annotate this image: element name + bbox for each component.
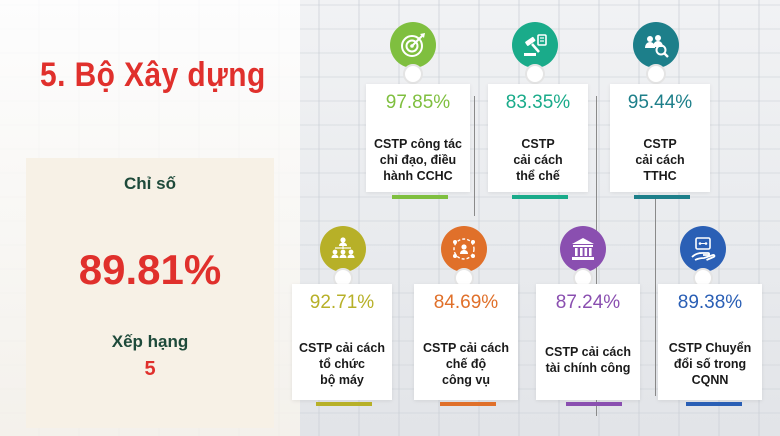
card-desc: CSTP cải cách chế độ công vụ <box>423 341 509 387</box>
card-underline <box>566 402 622 406</box>
card-knob <box>525 64 545 84</box>
card-pct: 92.71% <box>309 292 375 313</box>
card-pct: 87.24% <box>555 292 621 313</box>
card-pct: 83.35% <box>505 92 571 113</box>
card-underline <box>512 195 568 199</box>
card-desc: CSTP Chuyển đổi số trong CQNN <box>668 341 752 387</box>
card-underline <box>686 402 742 406</box>
org-chart-icon <box>320 226 366 272</box>
people-search-icon <box>633 22 679 68</box>
card-cchc: 97.85% CSTP công tác chỉ đạo, điều hành CC… <box>366 84 470 192</box>
card-desc: CSTP cải cách tổ chức bộ máy <box>299 341 385 387</box>
legal-gavel-icon <box>512 22 558 68</box>
card-knob <box>646 64 666 84</box>
network-people-icon <box>441 226 487 272</box>
card-desc: CSTP công tác chỉ đạo, điều hành CCHC <box>374 137 462 183</box>
summary-panel: Chỉ số 89.81% Xếp hạng 5 <box>26 158 274 428</box>
connector-line <box>474 96 475 216</box>
card-pct: 97.85% <box>385 92 451 113</box>
card-the-che: 83.35% CSTP cải cách thể chế <box>488 84 588 192</box>
rank-label: Xếp hạng <box>111 332 189 351</box>
bank-building-icon <box>560 226 606 272</box>
card-pct: 89.38% <box>677 292 743 313</box>
card-knob <box>403 64 423 84</box>
card-tthc: 95.44% CSTP cải cách TTHC <box>610 84 710 192</box>
connector-line <box>655 196 656 396</box>
card-pct: 84.69% <box>433 292 499 313</box>
card-underline <box>440 402 496 406</box>
rank-value: 5 <box>144 358 156 380</box>
card-underline <box>316 402 372 406</box>
card-underline <box>392 195 448 199</box>
card-tai-chinh: 87.24% CSTP cải cách tài chính công <box>536 284 640 400</box>
target-icon <box>390 22 436 68</box>
index-value: 89.81% <box>78 246 222 293</box>
card-cong-vu: 84.69% CSTP cải cách chế độ công vụ <box>414 284 518 400</box>
card-underline <box>634 195 690 199</box>
card-chuyen-doi-so: 89.38% CSTP Chuyển đổi số trong CQNN <box>658 284 762 400</box>
index-label: Chỉ số <box>124 174 176 193</box>
card-to-chuc: 92.71% CSTP cải cách tổ chức bộ máy <box>292 284 392 400</box>
card-desc: CSTP cải cách tài chính công <box>545 345 631 375</box>
page-title: 5. Bộ Xây dựng <box>40 56 266 94</box>
card-desc: CSTP cải cách thể chế <box>513 137 563 183</box>
digital-hand-icon <box>680 226 726 272</box>
card-desc: CSTP cải cách TTHC <box>635 137 685 183</box>
card-pct: 95.44% <box>627 92 693 113</box>
